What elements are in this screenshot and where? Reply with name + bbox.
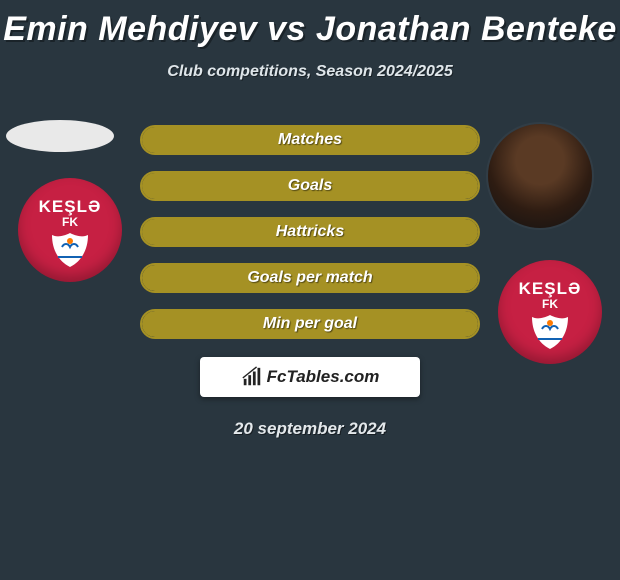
subtitle: Club competitions, Season 2024/2025 — [0, 63, 620, 81]
club-badge-left: KEŞLƏ FK — [18, 178, 122, 282]
club-name: KEŞLƏ — [39, 197, 102, 217]
club-crest-icon — [528, 313, 572, 351]
stat-row: Goals per match — [140, 263, 480, 293]
club-sub: FK — [62, 215, 78, 229]
stat-label: Matches — [142, 127, 478, 153]
stat-label: Goals per match — [142, 265, 478, 291]
stat-label: Goals — [142, 173, 478, 199]
page-title: Emin Mehdiyev vs Jonathan Benteke — [0, 0, 620, 49]
stat-label: Hattricks — [142, 219, 478, 245]
brand-box: FcTables.com — [200, 357, 420, 397]
stat-row: Hattricks 0 — [140, 217, 480, 247]
club-name: KEŞLƏ — [519, 279, 582, 299]
club-crest-icon — [48, 231, 92, 269]
brand-text: FcTables.com — [267, 367, 380, 387]
player-left-avatar — [6, 120, 114, 152]
chart-icon — [241, 366, 263, 388]
stat-label: Min per goal — [142, 311, 478, 337]
stats-container: Matches 2 Goals 0 Hattricks 0 Goals per … — [140, 125, 480, 339]
club-badge-right: KEŞLƏ FK — [498, 260, 602, 364]
club-sub: FK — [542, 297, 558, 311]
stat-row: Matches 2 — [140, 125, 480, 155]
stat-row: Min per goal — [140, 309, 480, 339]
stat-row: Goals 0 — [140, 171, 480, 201]
player-right-avatar — [488, 124, 592, 228]
date: 20 september 2024 — [0, 419, 620, 439]
